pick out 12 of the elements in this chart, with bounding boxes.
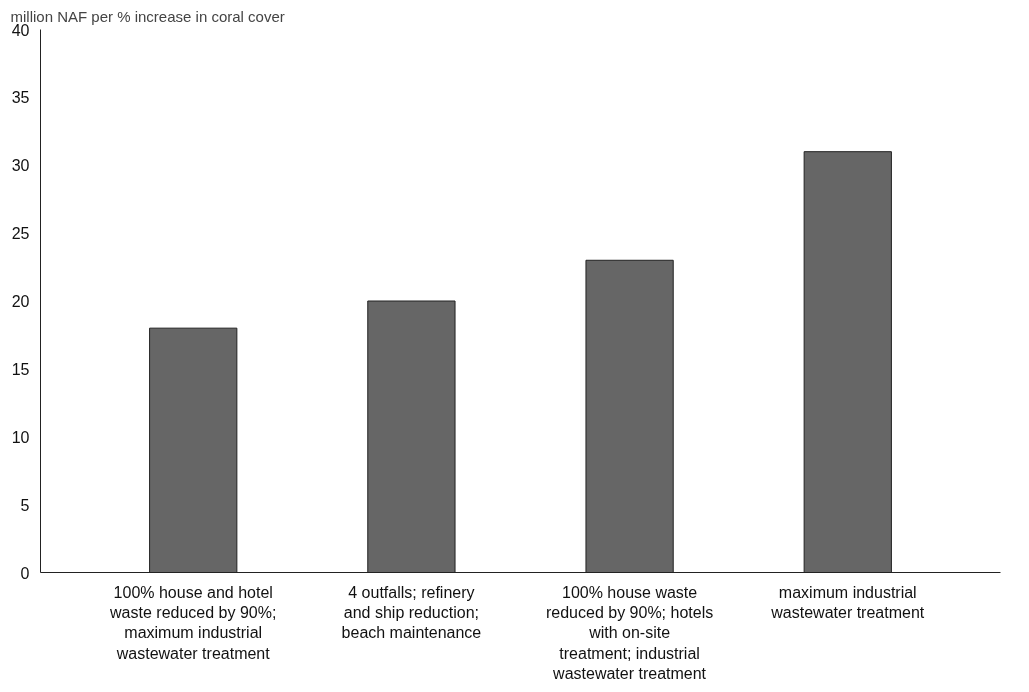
- y-tick-label: 35: [11, 89, 30, 107]
- y-tick-label: 15: [11, 360, 30, 378]
- y-tick-label: 20: [11, 293, 30, 310]
- x-tick-label: maximum industrial wastewater treatment: [770, 583, 925, 621]
- y-tick-label: 5: [20, 496, 30, 514]
- y-tick-label: 10: [11, 428, 30, 446]
- y-tick-label: 30: [11, 157, 30, 175]
- x-tick-label: 4 outfalls; refinery and ship reduction; beach maintenance: [341, 583, 482, 642]
- y-tick-label: 25: [11, 225, 30, 243]
- x-tick-label: 100% house waste reduced by 90%; hotels with on-site treatment; industrial wastewater treatment: [545, 583, 714, 683]
- y-tick-label: 0: [20, 564, 30, 582]
- x-tick-label: 100% house and hotel waste reduced by 90%; maximum industrial wastewater treatment: [109, 583, 277, 662]
